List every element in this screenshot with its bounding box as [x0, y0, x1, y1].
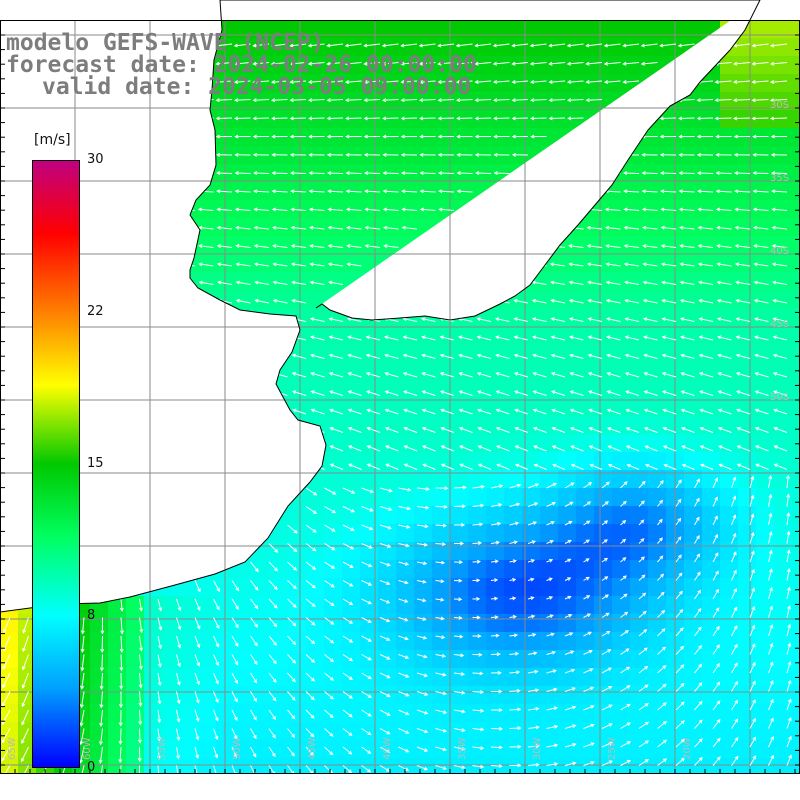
colorbar-tick-22: 22: [87, 304, 104, 319]
lat-label: 30S: [770, 100, 789, 111]
lat-label: 50S: [770, 392, 789, 403]
lon-label: 30W: [532, 737, 543, 760]
lon-label: 55W: [157, 737, 168, 760]
coastline: [0, 0, 761, 613]
colorbar-tick-15: 15: [87, 456, 104, 471]
lat-label: 45S: [770, 319, 789, 330]
lon-label: 35W: [457, 737, 468, 760]
colorbar-tick-8: 8: [87, 608, 96, 623]
colorbar-tick-30: 30: [87, 152, 104, 167]
colorbar: [32, 160, 80, 768]
lon-label: 65W: [7, 737, 18, 760]
lat-label: 40S: [770, 246, 789, 257]
lon-label: 50W: [232, 737, 243, 760]
lon-label: 45W: [307, 737, 318, 760]
lon-label: 40W: [382, 737, 393, 760]
colorbar-unit: [m/s]: [34, 132, 71, 148]
lon-label: 25W: [607, 737, 618, 760]
lon-label: 20W: [682, 737, 693, 760]
lon-label: 60W: [82, 737, 93, 760]
lon-labels: 65W 60W 55W 50W 45W 40W 35W 30W 25W 20W: [7, 737, 693, 760]
lat-label: 35S: [770, 173, 789, 184]
title-forecast-date: forecast date: 2024-02-26 00:00:00: [6, 52, 477, 78]
title-model: modelo GEFS-WAVE (NCEP): [6, 30, 325, 56]
title-valid-date: valid date: 2024-03-05 09:00:00: [42, 74, 472, 100]
colorbar-tick-0: 0: [87, 760, 96, 775]
lat-labels: 30S 35S 40S 45S 50S: [770, 100, 789, 403]
